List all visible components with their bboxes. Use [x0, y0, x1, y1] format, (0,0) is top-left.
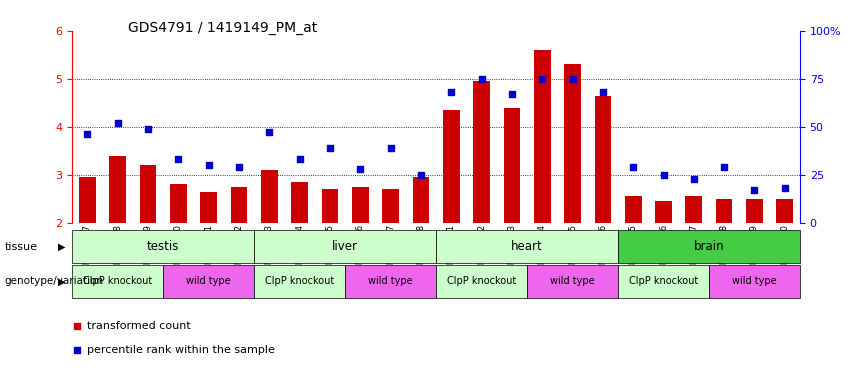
Bar [716, 199, 733, 223]
Bar [382, 189, 399, 223]
Bar [595, 96, 611, 223]
Point [505, 91, 519, 97]
Bar [322, 189, 339, 223]
Bar [625, 196, 642, 223]
Point [717, 164, 731, 170]
Bar [436, 265, 527, 298]
Bar [352, 187, 368, 223]
Point [444, 89, 458, 95]
Text: wild type: wild type [368, 276, 413, 286]
Bar [163, 265, 254, 298]
Point [748, 187, 762, 193]
Point [535, 76, 549, 82]
Text: liver: liver [332, 240, 358, 253]
Point [566, 76, 580, 82]
Text: tissue: tissue [4, 242, 37, 252]
Point [687, 175, 700, 182]
Bar [473, 81, 490, 223]
Text: wild type: wild type [186, 276, 231, 286]
Text: ▶: ▶ [58, 276, 65, 286]
Text: ClpP knockout: ClpP knockout [83, 276, 152, 286]
Point [70, 323, 83, 329]
Bar [534, 50, 551, 223]
Bar [346, 265, 436, 298]
Point [232, 164, 246, 170]
Bar [618, 230, 800, 263]
Bar [527, 265, 618, 298]
Bar [504, 108, 520, 223]
Point [70, 347, 83, 353]
Bar [72, 265, 163, 298]
Bar [254, 265, 346, 298]
Bar [140, 165, 157, 223]
Bar [254, 230, 436, 263]
Bar [746, 199, 762, 223]
Point [596, 89, 609, 95]
Point [172, 156, 186, 162]
Text: wild type: wild type [551, 276, 595, 286]
Text: ClpP knockout: ClpP knockout [629, 276, 698, 286]
Point [293, 156, 306, 162]
Text: brain: brain [694, 240, 724, 253]
Bar [655, 201, 671, 223]
Bar [110, 156, 126, 223]
Text: ClpP knockout: ClpP knockout [447, 276, 517, 286]
Text: ▶: ▶ [58, 242, 65, 252]
Bar [564, 65, 581, 223]
Bar [686, 196, 702, 223]
Bar [170, 184, 186, 223]
Bar [291, 182, 308, 223]
Text: testis: testis [147, 240, 180, 253]
Point [384, 145, 397, 151]
Point [778, 185, 791, 191]
Bar [79, 177, 96, 223]
Point [323, 145, 337, 151]
Bar [776, 199, 793, 223]
Text: heart: heart [511, 240, 543, 253]
Point [353, 166, 367, 172]
Bar [413, 177, 429, 223]
Bar [72, 230, 254, 263]
Text: GDS4791 / 1419149_PM_at: GDS4791 / 1419149_PM_at [128, 21, 317, 35]
Bar [443, 110, 460, 223]
Point [263, 129, 277, 136]
Point [81, 131, 94, 137]
Point [475, 76, 488, 82]
Point [414, 172, 428, 178]
Point [626, 164, 640, 170]
Bar [709, 265, 800, 298]
Point [111, 120, 124, 126]
Text: genotype/variation: genotype/variation [4, 276, 103, 286]
Point [657, 172, 671, 178]
Text: percentile rank within the sample: percentile rank within the sample [88, 345, 275, 355]
Text: transformed count: transformed count [88, 321, 191, 331]
Text: wild type: wild type [732, 276, 777, 286]
Bar [436, 230, 618, 263]
Point [202, 162, 215, 168]
Bar [261, 170, 277, 223]
Bar [618, 265, 709, 298]
Text: ClpP knockout: ClpP knockout [266, 276, 334, 286]
Bar [201, 192, 217, 223]
Bar [231, 187, 248, 223]
Point [141, 126, 155, 132]
